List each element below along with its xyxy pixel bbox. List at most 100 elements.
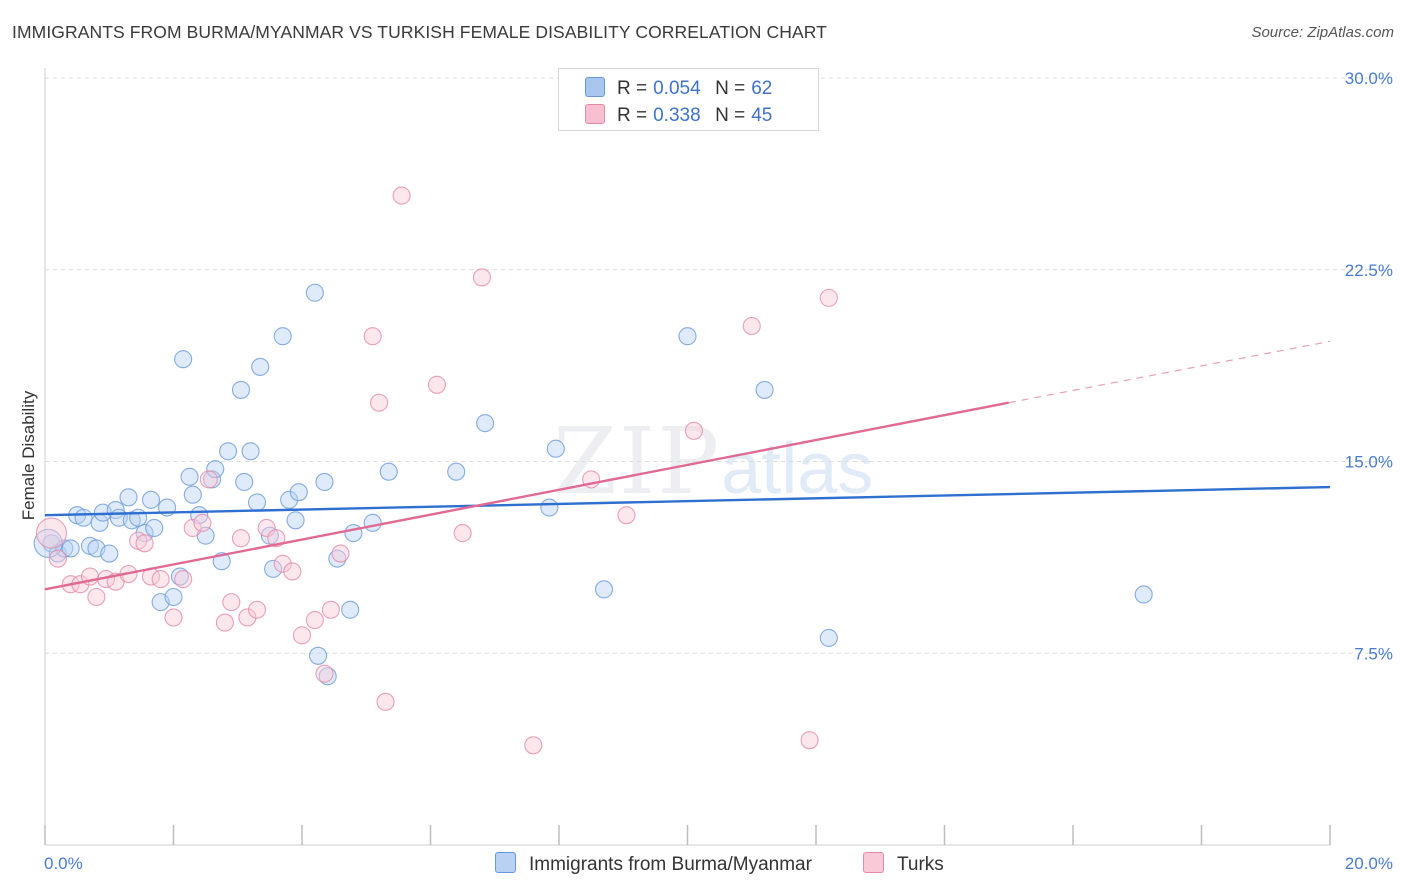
point-burma bbox=[247, 493, 267, 512]
point-burma bbox=[145, 518, 164, 538]
point-turks bbox=[35, 517, 67, 549]
y-tick-label: 7.5% bbox=[1354, 644, 1393, 663]
point-turks bbox=[684, 421, 703, 440]
point-turks bbox=[819, 288, 838, 307]
point-burma bbox=[755, 380, 774, 399]
point-burma bbox=[119, 488, 138, 507]
point-burma bbox=[241, 442, 260, 461]
trendline-burma bbox=[44, 485, 1331, 517]
point-burma bbox=[1134, 585, 1153, 604]
bottom-legend-swatch-burma bbox=[495, 852, 516, 873]
point-turks bbox=[247, 600, 267, 619]
legend-n-label: N = bbox=[715, 78, 746, 99]
point-turks bbox=[376, 692, 395, 711]
chart-title: IMMIGRANTS FROM BURMA/MYANMAR VS TURKISH… bbox=[12, 22, 827, 42]
point-turks bbox=[135, 534, 154, 553]
point-burma bbox=[141, 490, 161, 509]
point-burma bbox=[341, 600, 360, 619]
legend-swatch-burma bbox=[585, 77, 605, 97]
point-burma bbox=[164, 587, 183, 607]
point-turks bbox=[151, 570, 170, 589]
point-burma bbox=[286, 511, 305, 530]
point-burma bbox=[235, 472, 254, 492]
bottom-legend-swatch-turks bbox=[863, 852, 884, 873]
point-turks bbox=[183, 518, 202, 538]
point-burma bbox=[546, 439, 565, 458]
watermark: ZIPatlas bbox=[553, 408, 873, 515]
point-burma bbox=[305, 283, 324, 302]
y-axis-label: Female Disability bbox=[19, 390, 38, 520]
point-turks bbox=[283, 562, 302, 581]
point-burma bbox=[289, 483, 308, 502]
point-burma bbox=[476, 414, 495, 433]
legend-swatch-turks bbox=[585, 104, 605, 124]
point-turks bbox=[331, 544, 350, 563]
bottom-legend-label-burma: Immigrants from Burma/Myanmar bbox=[529, 854, 812, 875]
point-burma bbox=[180, 467, 199, 486]
point-turks bbox=[48, 549, 67, 568]
point-turks bbox=[199, 470, 218, 489]
point-burma bbox=[344, 524, 363, 543]
point-burma bbox=[100, 544, 119, 563]
bottom-legend-burma: Immigrants from Burma/Myanmar bbox=[495, 852, 812, 876]
point-turks bbox=[231, 529, 251, 548]
point-turks bbox=[238, 608, 257, 627]
point-burma bbox=[231, 380, 251, 399]
legend-n-value: 62 bbox=[751, 78, 773, 99]
correlation-legend: R = 0.054 N = 62 R = 0.338 N = 45 bbox=[558, 68, 819, 131]
point-turks bbox=[800, 731, 819, 750]
legend-r-label: R = bbox=[617, 105, 648, 126]
legend-r-value: 0.338 bbox=[653, 105, 701, 126]
point-turks bbox=[321, 600, 340, 619]
point-burma bbox=[309, 646, 328, 665]
point-turks bbox=[742, 316, 761, 336]
point-turks bbox=[315, 664, 334, 683]
point-turks bbox=[472, 268, 491, 287]
point-burma bbox=[174, 350, 193, 369]
point-turks bbox=[453, 524, 472, 543]
point-turks bbox=[215, 613, 234, 632]
trendline-turks-extension bbox=[1008, 340, 1331, 404]
point-turks bbox=[164, 608, 183, 627]
point-turks bbox=[524, 736, 543, 755]
point-burma bbox=[280, 490, 299, 509]
point-burma bbox=[129, 508, 148, 527]
point-burma bbox=[219, 442, 238, 461]
point-turks bbox=[193, 513, 212, 532]
legend-r-value: 0.054 bbox=[653, 78, 701, 99]
y-tick-label: 30.0% bbox=[1345, 69, 1393, 88]
point-burma bbox=[206, 460, 225, 479]
point-burma bbox=[678, 327, 697, 346]
y-tick-label: 15.0% bbox=[1345, 453, 1393, 472]
point-burma bbox=[135, 524, 154, 543]
point-burma bbox=[74, 508, 93, 527]
point-turks bbox=[273, 554, 292, 573]
x-tick-label: 20.0% bbox=[1345, 854, 1393, 873]
trendline-turks bbox=[44, 401, 1009, 591]
y-tick-label: 22.5% bbox=[1345, 261, 1393, 280]
point-turks bbox=[617, 506, 636, 525]
point-burma bbox=[540, 498, 559, 517]
point-burma bbox=[170, 567, 189, 586]
legend-row-turks: R = 0.338 N = 45 bbox=[585, 104, 772, 126]
point-turks bbox=[222, 593, 241, 612]
point-burma bbox=[251, 357, 270, 376]
point-turks bbox=[87, 587, 106, 607]
point-burma bbox=[328, 549, 347, 568]
source-credit: Source: ZipAtlas.com bbox=[1251, 24, 1394, 41]
legend-n-value: 45 bbox=[751, 105, 773, 126]
legend-n-label: N = bbox=[715, 105, 746, 126]
point-burma bbox=[315, 472, 334, 492]
point-turks bbox=[370, 393, 389, 412]
point-burma bbox=[183, 485, 202, 504]
watermark-atlas: atlas bbox=[721, 429, 874, 509]
point-burma bbox=[447, 462, 466, 481]
point-turks bbox=[292, 626, 312, 645]
legend-r-label: R = bbox=[617, 78, 648, 99]
bottom-legend-turks: Turks bbox=[863, 852, 944, 876]
point-burma bbox=[363, 513, 382, 532]
point-burma bbox=[594, 580, 614, 599]
point-burma bbox=[61, 539, 80, 558]
point-burma bbox=[273, 327, 292, 346]
